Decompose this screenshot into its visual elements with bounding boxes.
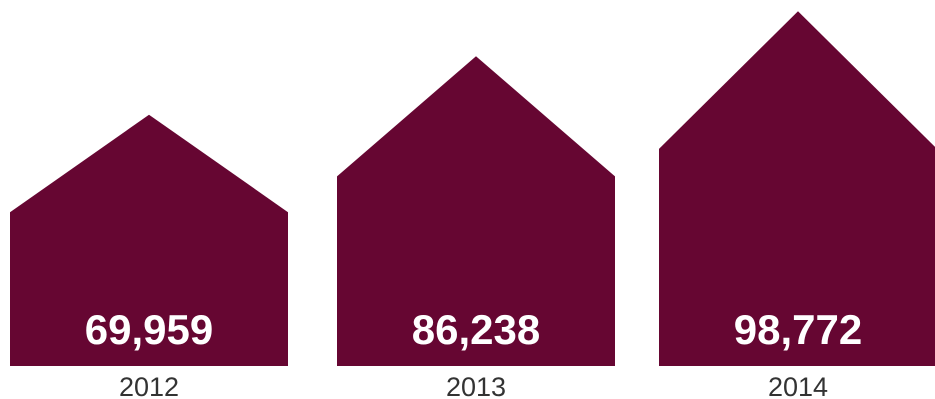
house-bar-group: 98,772 2014: [659, 11, 935, 399]
house-bar-2014: [659, 11, 935, 366]
house-bar-2012: [10, 114, 288, 366]
value-label-2012: 69,959: [85, 306, 213, 353]
year-label-2012: 2012: [119, 372, 179, 399]
value-label-2014: 98,772: [734, 306, 862, 353]
house-bar-group: 86,238 2013: [337, 56, 615, 399]
value-label-2013: 86,238: [412, 306, 540, 353]
house-bar-group: 69,959 2012: [10, 114, 288, 399]
year-label-2014: 2014: [768, 372, 828, 399]
house-bar-2013: [337, 56, 615, 367]
year-label-2013: 2013: [446, 372, 506, 399]
